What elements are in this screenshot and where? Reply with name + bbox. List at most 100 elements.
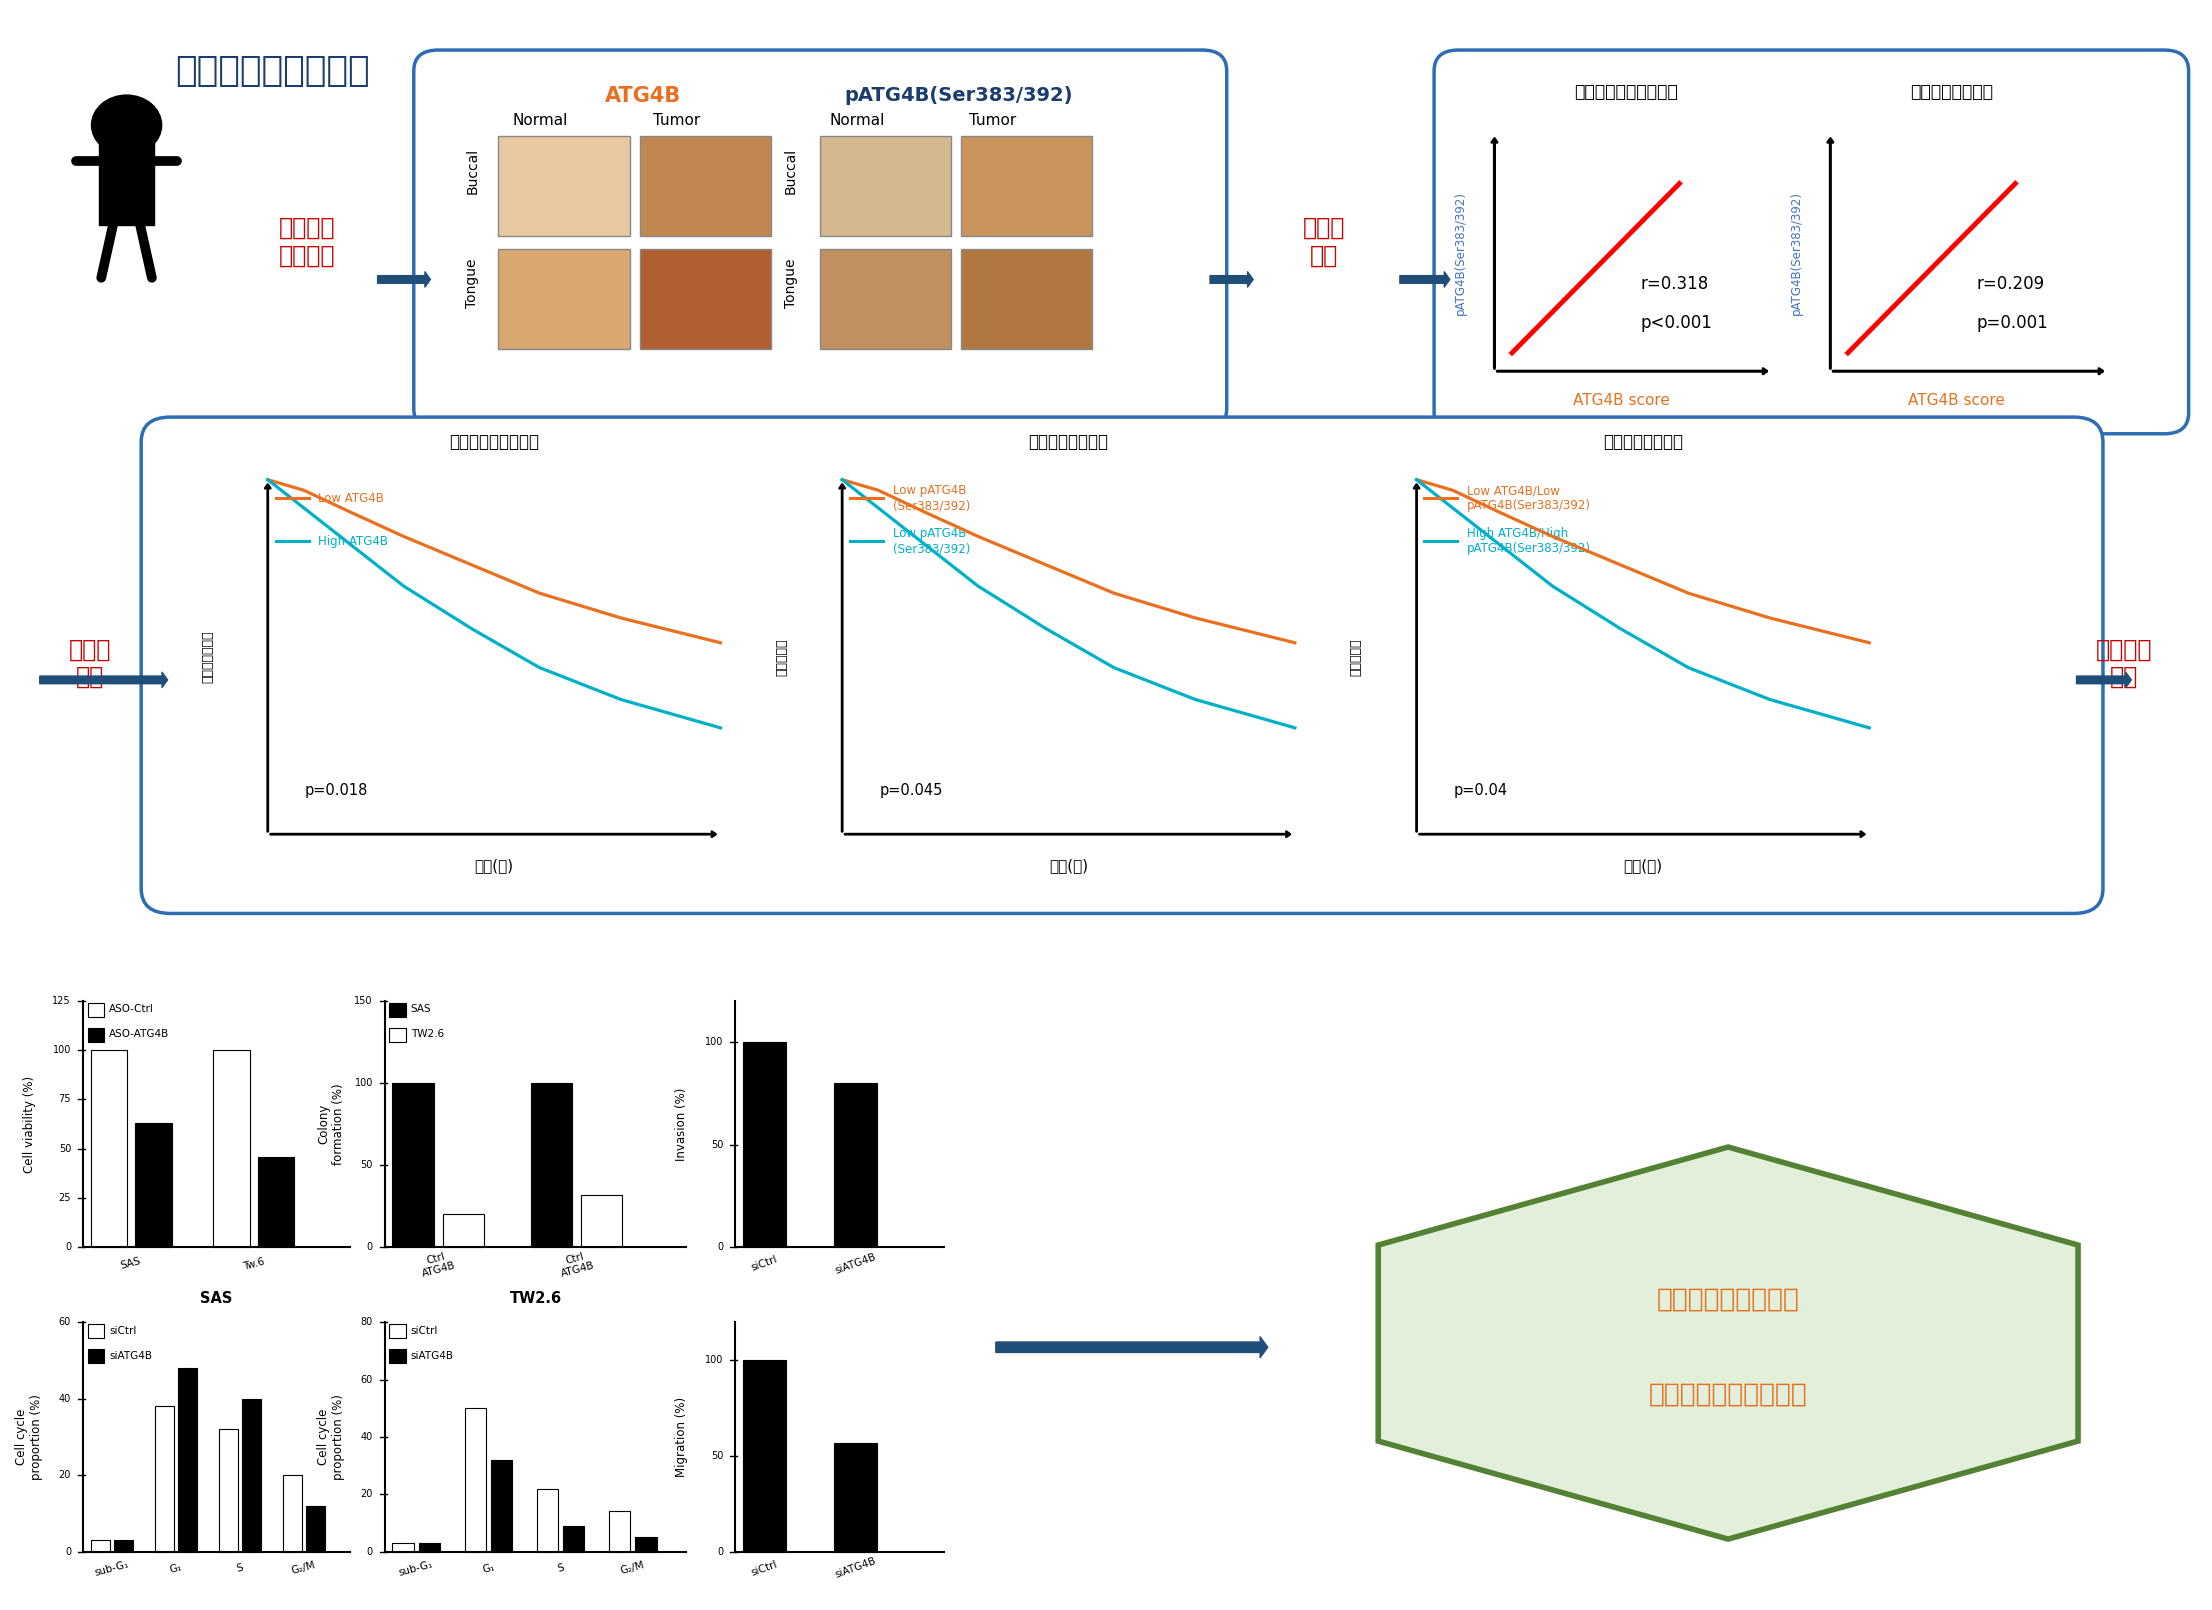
Text: Low pATG4B
(Ser383/392): Low pATG4B (Ser383/392) [894,528,971,555]
Text: SAS: SAS [201,1291,232,1306]
Text: SAS: SAS [119,1256,142,1272]
Bar [639,248,772,349]
Bar [442,1214,484,1248]
Text: S: S [234,1563,243,1575]
Text: siCtrl: siCtrl [750,1254,779,1274]
Text: 口腔鱗狀細胞癌病人: 口腔鱗狀細胞癌病人 [1657,1286,1801,1312]
Text: p=0.045: p=0.045 [878,784,942,799]
Bar [635,1538,657,1552]
Text: 40: 40 [361,1431,374,1443]
Text: 舌鱗狀細胞癌病人: 舌鱗狀細胞癌病人 [1911,82,1993,101]
Text: pATG4B(Ser383/392): pATG4B(Ser383/392) [845,87,1073,105]
Text: 100: 100 [354,1079,374,1088]
Text: 20: 20 [60,1470,71,1480]
Text: Migration (%): Migration (%) [675,1397,688,1476]
Text: 頰黏膜鱗狀細胞癌病人: 頰黏膜鱗狀細胞癌病人 [1575,82,1677,101]
Text: siATG4B: siATG4B [108,1351,153,1360]
Bar [88,1349,104,1364]
Text: ATG4B: ATG4B [604,85,681,106]
Bar [212,1050,250,1248]
Text: ATG4B score: ATG4B score [1573,393,1670,407]
Text: 相關性
分析: 相關性 分析 [1303,216,1345,267]
Bar [465,1409,487,1552]
Text: 無病存活期: 無病存活期 [1349,638,1363,676]
Text: G₁: G₁ [168,1562,184,1575]
Bar [259,1156,294,1248]
Text: 50: 50 [710,1140,723,1150]
Text: 時間(年): 時間(年) [1624,858,1663,873]
Bar [418,1542,440,1552]
Bar [608,1512,630,1552]
Text: 50: 50 [60,1143,71,1154]
Text: 80: 80 [361,1317,374,1327]
Text: Tongue: Tongue [783,259,799,309]
Bar [821,248,951,349]
Bar [389,1003,407,1018]
Bar [241,1399,261,1552]
Bar [88,1323,104,1338]
Text: G₂/M: G₂/M [619,1560,646,1576]
Text: r=0.318: r=0.318 [1641,275,1708,293]
Bar [582,1195,622,1248]
Text: p=0.018: p=0.018 [305,784,367,799]
Bar [821,135,951,237]
Text: siCtrl: siCtrl [108,1325,137,1336]
Bar [491,1460,513,1552]
Text: TW2.6: TW2.6 [411,1029,445,1040]
Bar [960,248,1093,349]
Bar [960,135,1093,237]
Text: TW2.6: TW2.6 [509,1291,562,1306]
Bar [177,1368,197,1552]
Text: siCtrl: siCtrl [750,1558,779,1578]
Text: Buccal: Buccal [465,148,480,195]
Circle shape [91,95,161,155]
Text: 口腔鱗狀細胞癌病人: 口腔鱗狀細胞癌病人 [175,53,369,89]
Text: 時間(年): 時間(年) [1048,858,1088,873]
Bar [155,1406,175,1552]
Text: 40: 40 [60,1394,71,1404]
Text: 0: 0 [717,1243,723,1253]
Text: Cell cycle
proportion (%): Cell cycle proportion (%) [316,1394,345,1480]
Text: Colony
formation (%): Colony formation (%) [316,1084,345,1166]
Text: Low ATG4B: Low ATG4B [319,491,385,504]
Text: p<0.001: p<0.001 [1641,314,1712,332]
Text: 0: 0 [367,1547,374,1557]
Text: Tumor: Tumor [653,113,701,129]
Text: 150: 150 [354,997,374,1006]
Bar [389,1349,407,1364]
Text: 50: 50 [710,1451,723,1460]
Text: 0: 0 [717,1547,723,1557]
Bar [743,1360,785,1552]
Bar [562,1526,584,1552]
Text: 時間(年): 時間(年) [476,858,513,873]
Bar [88,1003,104,1018]
FancyBboxPatch shape [1433,50,2188,433]
Bar [389,1323,407,1338]
Text: 0: 0 [64,1547,71,1557]
Text: 存活率
分析: 存活率 分析 [69,638,111,689]
Text: 25: 25 [58,1193,71,1203]
Bar [392,1084,434,1248]
Text: Cell cycle
proportion (%): Cell cycle proportion (%) [15,1394,44,1480]
Text: 癌病特異存活率: 癌病特異存活率 [201,631,215,683]
Text: ASO-Ctrl: ASO-Ctrl [108,1005,155,1014]
Text: pATG4B(Ser383/392): pATG4B(Ser383/392) [1453,190,1467,316]
Text: SAS: SAS [411,1005,431,1014]
Text: siATG4B: siATG4B [834,1251,878,1275]
Bar [219,1430,237,1552]
Text: Low ATG4B/Low
pATG4B(Ser383/392): Low ATG4B/Low pATG4B(Ser383/392) [1467,485,1590,512]
Bar [531,1084,573,1248]
Bar [88,1027,104,1042]
Bar [392,1542,414,1552]
Text: 50: 50 [361,1161,374,1170]
Text: Ctrl
ATG4B: Ctrl ATG4B [418,1249,458,1278]
Text: Ctrl
ATG4B: Ctrl ATG4B [557,1249,595,1278]
Bar [834,1084,878,1248]
Text: 舌鱗狀細胞癌病人: 舌鱗狀細胞癌病人 [1604,433,1683,451]
FancyBboxPatch shape [100,137,155,225]
Bar [834,1443,878,1552]
Text: 口腔鱗狀細胞癌病人: 口腔鱗狀細胞癌病人 [449,433,540,451]
Text: 125: 125 [53,997,71,1006]
Text: 20: 20 [361,1489,374,1499]
FancyBboxPatch shape [414,50,1228,430]
